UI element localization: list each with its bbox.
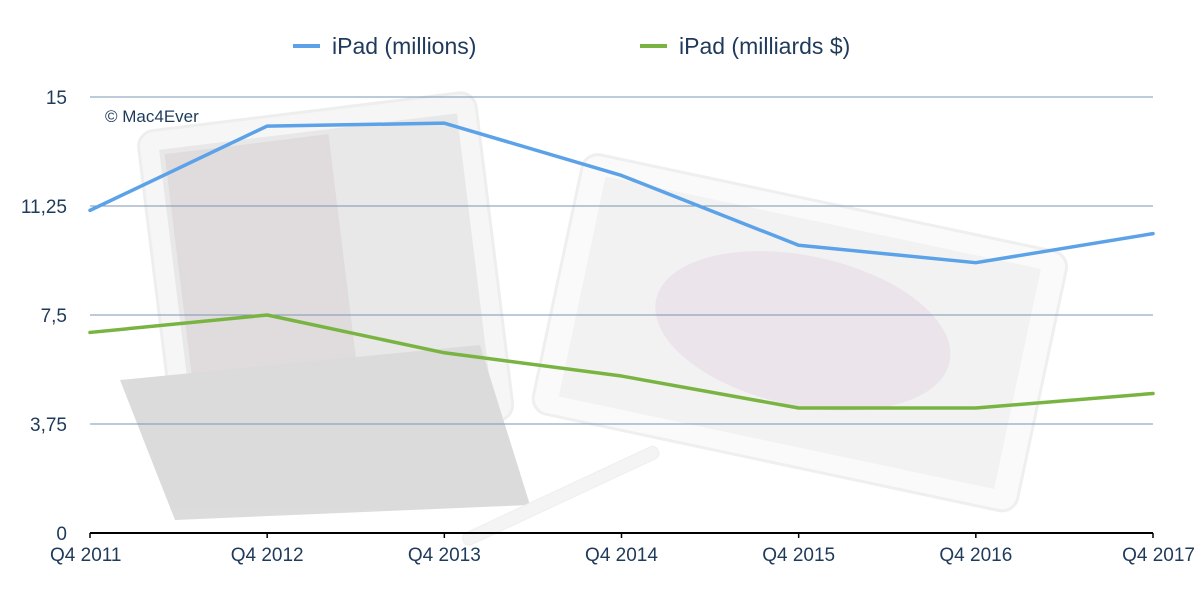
y-tick-label: 15	[46, 88, 67, 109]
series-1-point	[265, 124, 269, 128]
series-2-point	[974, 406, 978, 410]
series-1-point	[442, 121, 446, 125]
x-tick-label: Q4 2011	[50, 545, 121, 566]
x-tick-label: Q4 2015	[762, 545, 835, 566]
series-2-point	[797, 406, 801, 410]
x-tick-label: Q4 2013	[408, 545, 481, 566]
x-tick-label: Q4 2012	[231, 545, 304, 566]
x-tick-label: Q4 2017	[1122, 545, 1195, 566]
y-tick-label: 0	[56, 524, 67, 545]
series-1-point	[88, 208, 92, 212]
x-tick-label: Q4 2016	[939, 545, 1012, 566]
background-ipad-illustration	[120, 91, 1069, 546]
legend-label-1: iPad (millions)	[332, 33, 476, 59]
series-1-point	[1151, 232, 1155, 236]
series-2-point	[620, 374, 623, 378]
series-2-point	[265, 313, 269, 317]
y-tick-label: 3,75	[30, 415, 67, 436]
series-1-point	[797, 243, 801, 247]
legend-label-2: iPad (milliards $)	[679, 33, 850, 59]
series-2-point	[1151, 391, 1155, 395]
series-2-point	[88, 330, 92, 334]
credit-label: © Mac4Ever	[105, 107, 199, 126]
y-tick-label: 11,25	[21, 197, 67, 218]
series-1-point	[620, 173, 623, 177]
series-1-point	[974, 261, 978, 265]
y-tick-label: 7,5	[41, 306, 67, 327]
series-2-point	[442, 351, 446, 355]
x-tick-label: Q4 2014	[585, 545, 658, 566]
